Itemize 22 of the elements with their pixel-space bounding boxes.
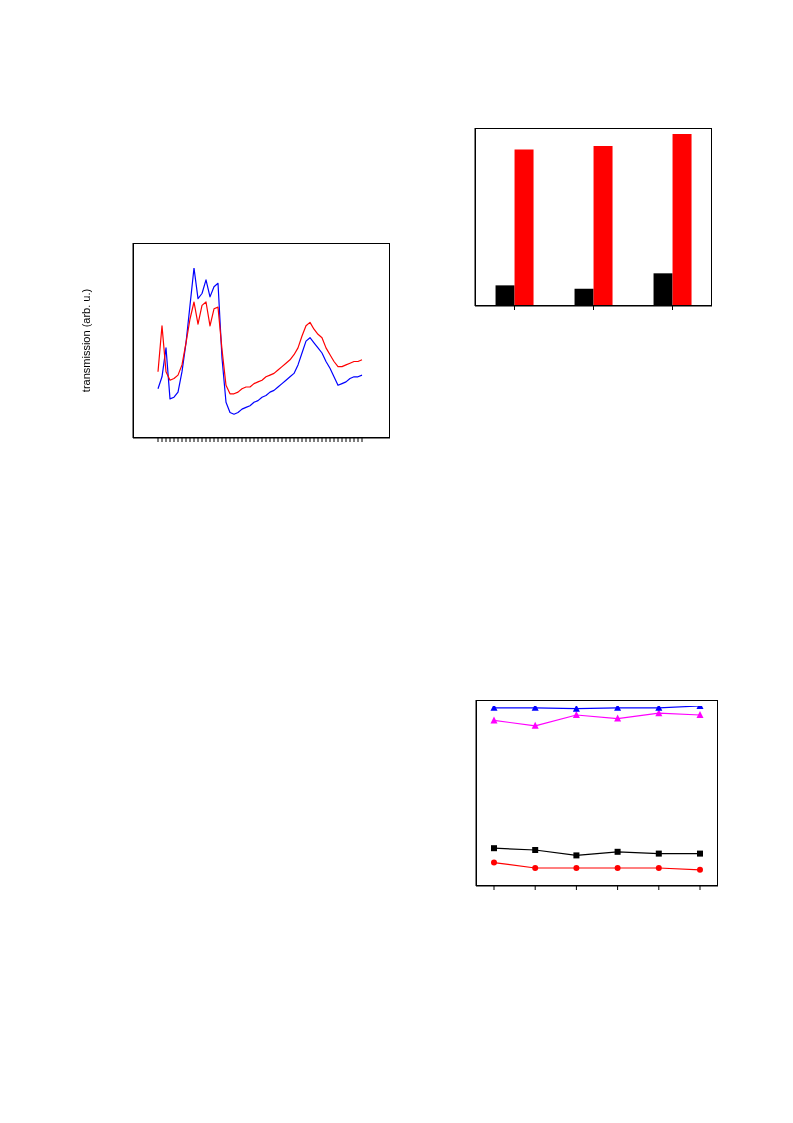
point [531,721,539,729]
bar [514,149,534,306]
point [572,711,580,718]
point [655,850,662,857]
point [697,866,703,873]
point [614,714,622,722]
point [532,865,539,871]
y-axis-title: transmission (arb. u.) [79,288,92,393]
point [697,850,703,857]
point [655,865,662,871]
point [532,847,539,853]
point [490,716,498,724]
point [614,865,621,871]
bar [593,146,613,306]
point [491,859,497,866]
point [573,865,580,871]
bar [672,134,692,306]
point [573,852,580,859]
point [696,711,704,718]
point [572,706,580,712]
point [491,845,497,852]
point [614,848,621,855]
